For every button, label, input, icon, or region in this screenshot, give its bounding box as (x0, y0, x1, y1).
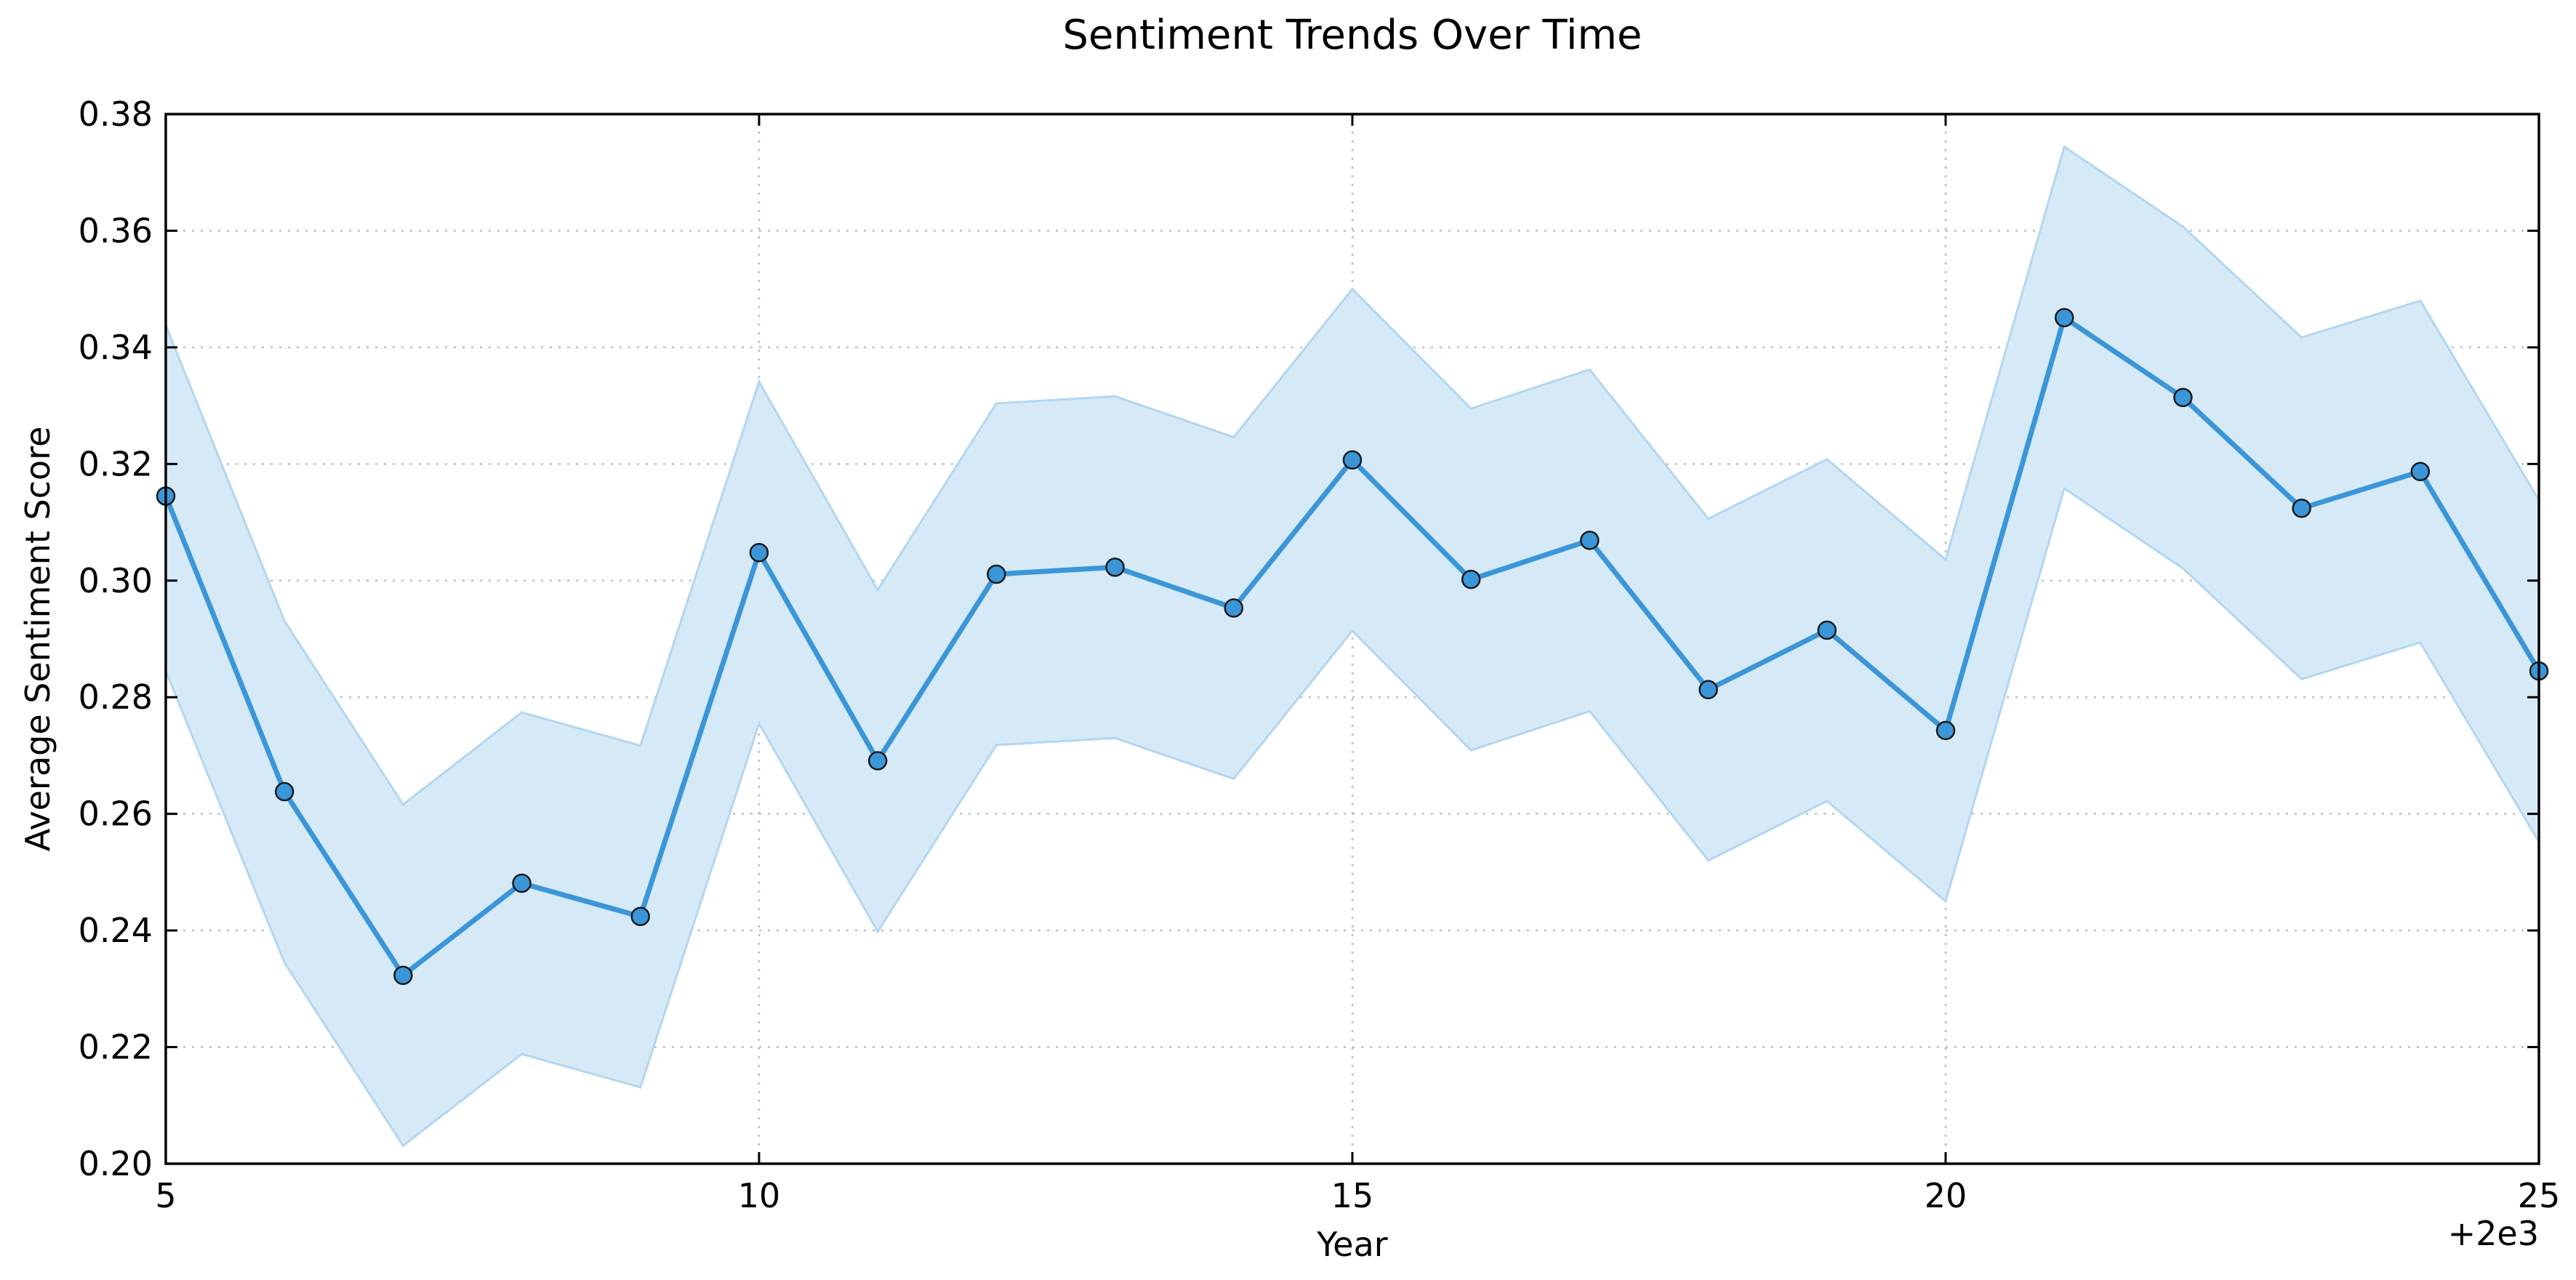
y-tick-label: 0.24 (79, 911, 153, 950)
x-axis-offset-label: +2e3 (2448, 1214, 2539, 1253)
x-axis-ticks: 5 10 15 20 25 (155, 114, 2560, 1215)
y-tick-label: 0.20 (79, 1144, 153, 1183)
y-tick-label: 0.22 (79, 1028, 153, 1067)
x-tick-label: 5 (155, 1176, 176, 1215)
data-point (1105, 558, 1125, 577)
y-axis-label: Average Sentiment Score (18, 427, 57, 852)
x-tick-label: 20 (1925, 1176, 1967, 1215)
data-points (156, 307, 2549, 986)
data-point (867, 751, 888, 770)
y-tick-label: 0.38 (79, 94, 153, 134)
x-tick-label: 15 (1331, 1176, 1374, 1215)
data-point (1342, 450, 1363, 470)
y-axis-ticks: 0.20 0.22 0.24 0.26 0.28 0.30 0.32 0.34 0.36 0.38 (79, 94, 2539, 1183)
data-point (1461, 569, 1481, 589)
data-point (630, 906, 651, 927)
data-point (2054, 307, 2074, 328)
y-tick-label: 0.36 (79, 211, 153, 250)
x-tick-label: 25 (2518, 1176, 2561, 1215)
y-tick-label: 0.26 (79, 794, 153, 834)
data-point (512, 873, 531, 893)
y-tick-label: 0.30 (79, 561, 153, 600)
data-point (987, 564, 1006, 584)
y-tick-label: 0.28 (79, 677, 153, 717)
data-point (2410, 462, 2431, 482)
x-tick-label: 10 (738, 1176, 781, 1215)
data-point (1224, 598, 1244, 618)
x-axis-label: Year (1316, 1225, 1387, 1264)
data-point (274, 781, 294, 802)
data-point (393, 965, 413, 986)
chart-title: Sentiment Trends Over Time (1062, 12, 1642, 59)
data-point (2173, 387, 2193, 408)
data-point (1935, 720, 1956, 741)
data-point (749, 543, 769, 563)
data-point (1698, 680, 1718, 700)
y-tick-label: 0.34 (79, 328, 153, 367)
data-point (1580, 531, 1600, 550)
data-point (1817, 620, 1837, 640)
data-point (2292, 499, 2311, 518)
y-tick-label: 0.32 (79, 444, 153, 483)
